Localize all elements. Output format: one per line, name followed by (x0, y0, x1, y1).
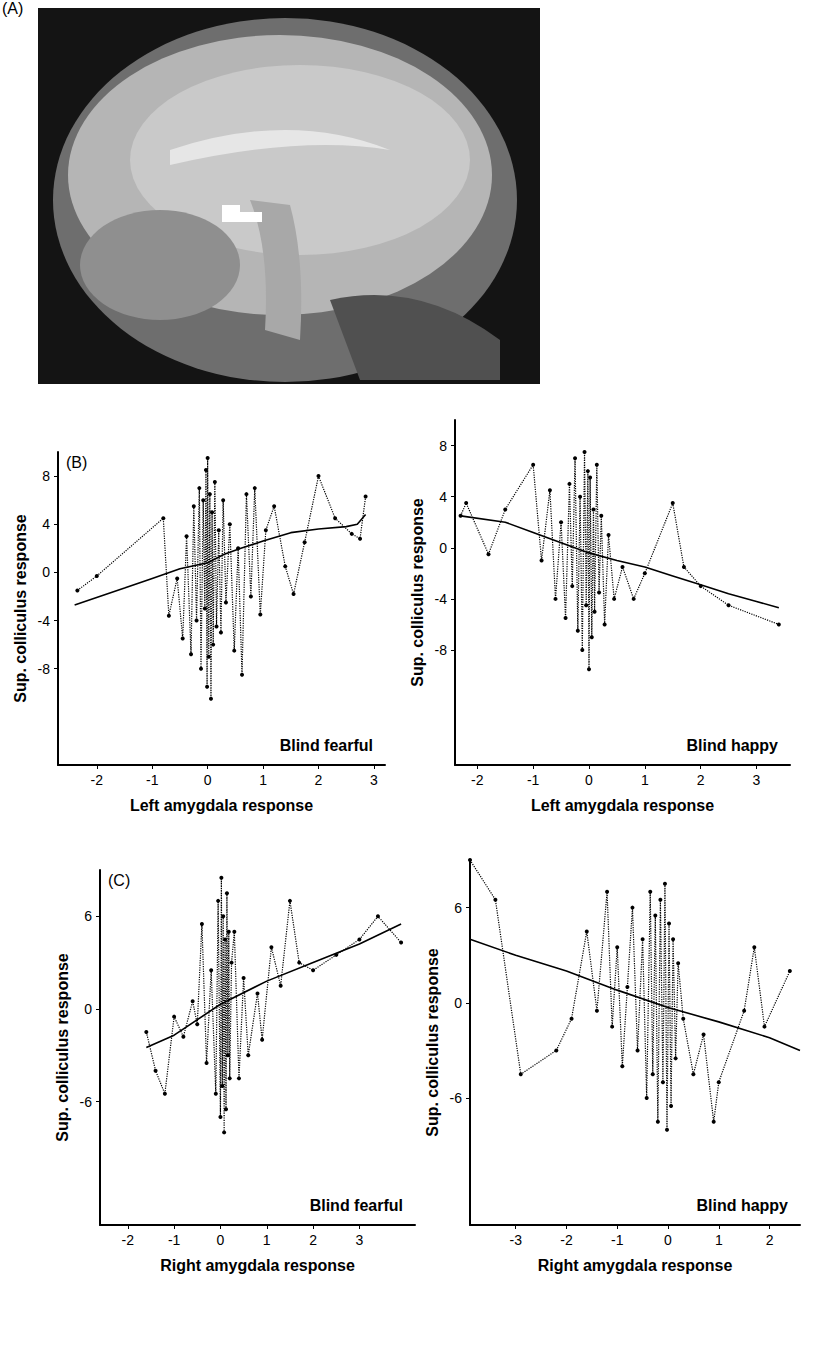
svg-text:-4: -4 (435, 591, 448, 607)
svg-text:-8: -8 (435, 642, 448, 658)
svg-text:Blind fearful: Blind fearful (310, 1197, 403, 1214)
svg-text:-8: -8 (38, 661, 51, 677)
svg-text:-2: -2 (122, 1232, 135, 1248)
svg-text:2: 2 (766, 1232, 774, 1248)
svg-text:-4: -4 (38, 613, 51, 629)
svg-text:-2: -2 (91, 772, 104, 788)
svg-text:-2: -2 (471, 772, 484, 788)
svg-text:0: 0 (664, 1232, 672, 1248)
svg-text:1: 1 (263, 1232, 271, 1248)
html-text:(A): (A) (2, 0, 24, 17)
svg-text:3: 3 (356, 1232, 364, 1248)
svg-text:Sup. colliculus response: Sup. colliculus response (54, 953, 71, 1142)
svg-text:8: 8 (42, 468, 50, 484)
svg-text:-1: -1 (527, 772, 540, 788)
svg-text:-1: -1 (168, 1232, 181, 1248)
svg-text:6: 6 (84, 908, 92, 924)
svg-text:-6: -6 (80, 1094, 93, 1110)
svg-text:0: 0 (217, 1232, 225, 1248)
svg-text:1: 1 (641, 772, 649, 788)
svg-text:0: 0 (454, 995, 462, 1011)
svg-text:2: 2 (309, 1232, 317, 1248)
svg-text:Left amygdala response: Left amygdala response (531, 797, 714, 814)
svg-text:2: 2 (697, 772, 705, 788)
svg-text:0: 0 (439, 540, 447, 556)
svg-text:-3: -3 (509, 1232, 522, 1248)
svg-text:8: 8 (439, 438, 447, 454)
svg-text:Sup. colliculus response: Sup. colliculus response (409, 498, 426, 687)
svg-text:Sup. colliculus response: Sup. colliculus response (12, 514, 29, 703)
svg-text:-2: -2 (560, 1232, 573, 1248)
svg-text:-1: -1 (146, 772, 159, 788)
svg-text:0: 0 (42, 564, 50, 580)
svg-text:2: 2 (315, 772, 323, 788)
svg-text:4: 4 (42, 516, 50, 532)
svg-text:0: 0 (84, 1001, 92, 1017)
svg-text:0: 0 (204, 772, 212, 788)
svg-text:Blind happy: Blind happy (696, 1197, 788, 1214)
svg-text:3: 3 (370, 772, 378, 788)
svg-text:3: 3 (753, 772, 761, 788)
svg-text:1: 1 (715, 1232, 723, 1248)
svg-text:Blind fearful: Blind fearful (280, 737, 373, 754)
svg-text:Left amygdala response: Left amygdala response (130, 797, 313, 814)
svg-text:Right amygdala response: Right amygdala response (538, 1257, 733, 1274)
svg-text:6: 6 (454, 900, 462, 916)
svg-text:0: 0 (585, 772, 593, 788)
svg-text:(C): (C) (108, 872, 130, 889)
svg-text:4: 4 (439, 489, 447, 505)
svg-text:1: 1 (259, 772, 267, 788)
svg-text:Blind happy: Blind happy (686, 737, 778, 754)
svg-text:-1: -1 (611, 1232, 624, 1248)
svg-text:(B): (B) (66, 454, 87, 471)
svg-text:Sup. colliculus response: Sup. colliculus response (424, 948, 441, 1137)
svg-text:Right amygdala response: Right amygdala response (160, 1257, 355, 1274)
svg-text:-6: -6 (450, 1090, 463, 1106)
